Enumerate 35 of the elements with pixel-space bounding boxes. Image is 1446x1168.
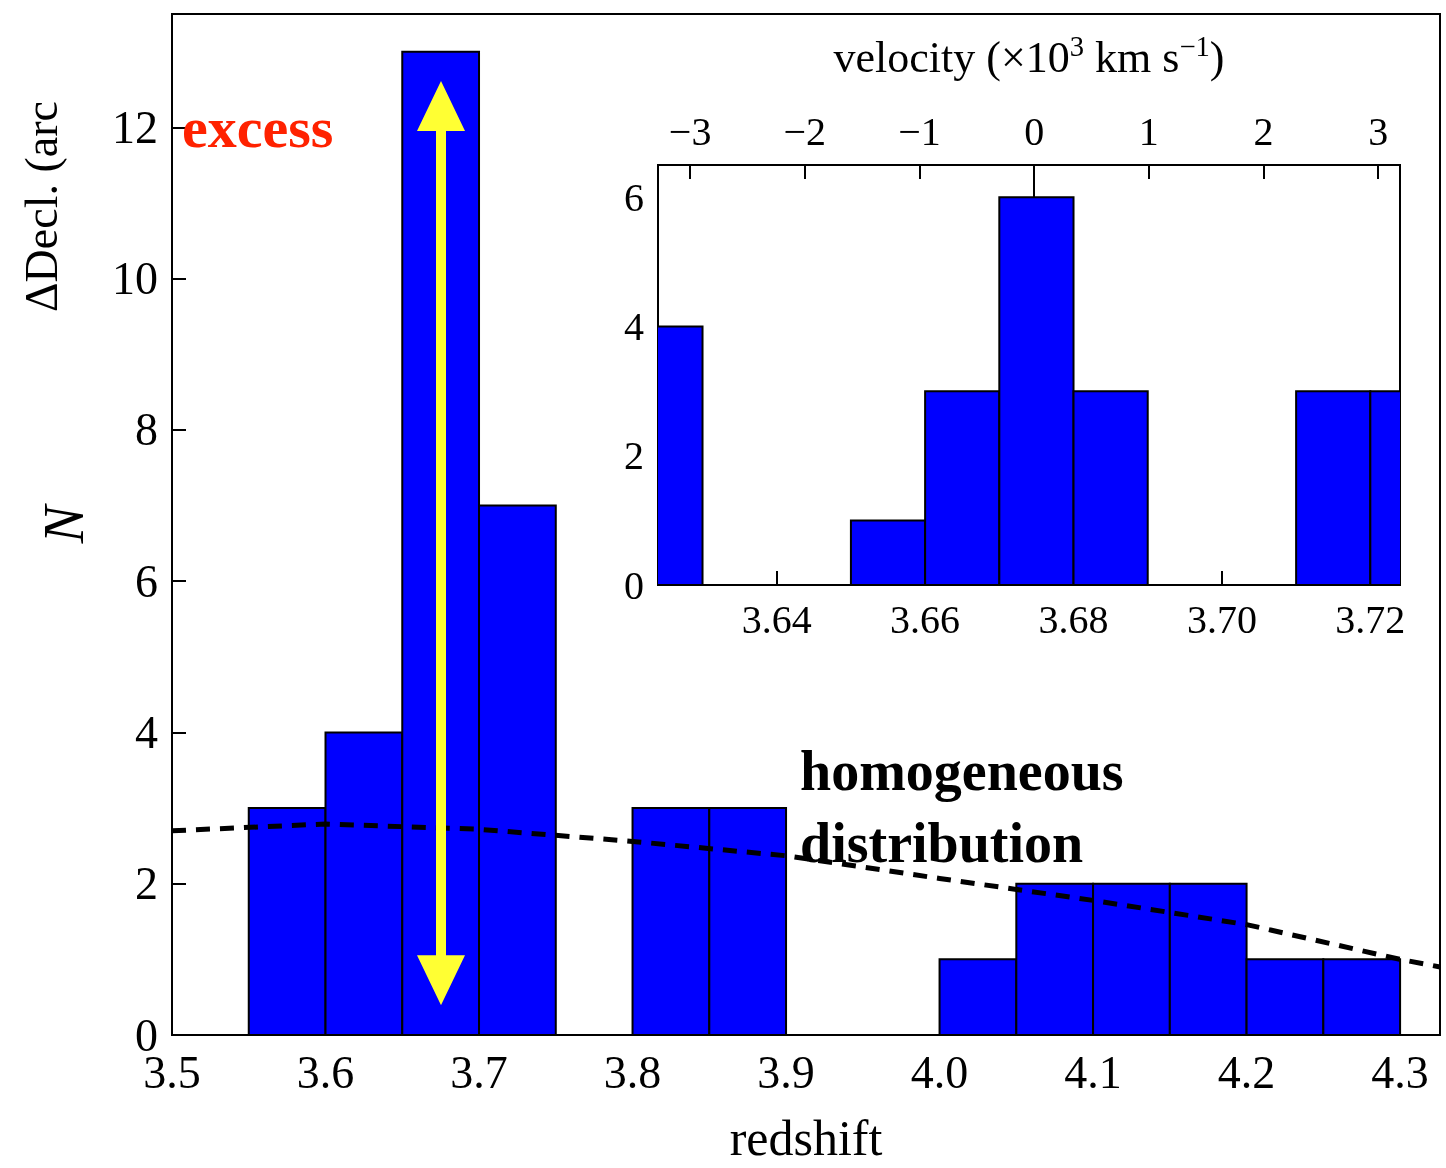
x-tick-label: 3.64 — [741, 596, 812, 642]
x2-tick-label: −3 — [668, 108, 712, 154]
y-tick-label: 6 — [624, 174, 644, 220]
y-tick-label: 4 — [624, 304, 644, 350]
x-axis-title: redshift — [729, 1110, 883, 1166]
y-tick-label: 2 — [135, 858, 158, 910]
x-tick-label: 3.7 — [450, 1046, 508, 1098]
x-tick-label: 4.0 — [910, 1046, 969, 1098]
y-tick-label: 4 — [135, 706, 158, 758]
x-tick-label: 4.1 — [1064, 1046, 1122, 1098]
x-tick-label: 3.9 — [757, 1046, 815, 1098]
y-tick-label: 6 — [135, 555, 158, 607]
annotation: homogeneous distribution — [800, 740, 1138, 874]
x-tick-label: 4.2 — [1217, 1046, 1276, 1098]
annotation: excess — [182, 94, 334, 160]
x-tick-label: 3.70 — [1186, 596, 1257, 642]
x-tick-label: 3.72 — [1335, 596, 1406, 642]
y-tick-label: 12 — [112, 101, 158, 153]
y-tick-label: 10 — [112, 253, 158, 305]
x-tick-label: 4.3 — [1371, 1046, 1429, 1098]
y-tick-label: 0 — [624, 562, 644, 608]
x-tick-label: 3.66 — [890, 596, 961, 642]
y-tick-label: 2 — [624, 433, 644, 479]
x-tick-label: 3.8 — [603, 1046, 662, 1098]
x2-tick-label: 1 — [1138, 108, 1159, 154]
x2-tick-label: 3 — [1368, 108, 1389, 154]
x2-tick-label: 2 — [1253, 108, 1274, 154]
x2-tick-label: 0 — [1024, 108, 1045, 154]
y-tick-label: 8 — [135, 404, 158, 456]
x-tick-label: 3.6 — [296, 1046, 355, 1098]
x2-tick-label: −1 — [898, 108, 941, 154]
y-axis-title: N — [33, 503, 95, 545]
x2-tick-label: −2 — [783, 108, 827, 154]
text: ΔDecl. (arc — [15, 101, 67, 312]
x-tick-label: 3.68 — [1038, 596, 1109, 642]
